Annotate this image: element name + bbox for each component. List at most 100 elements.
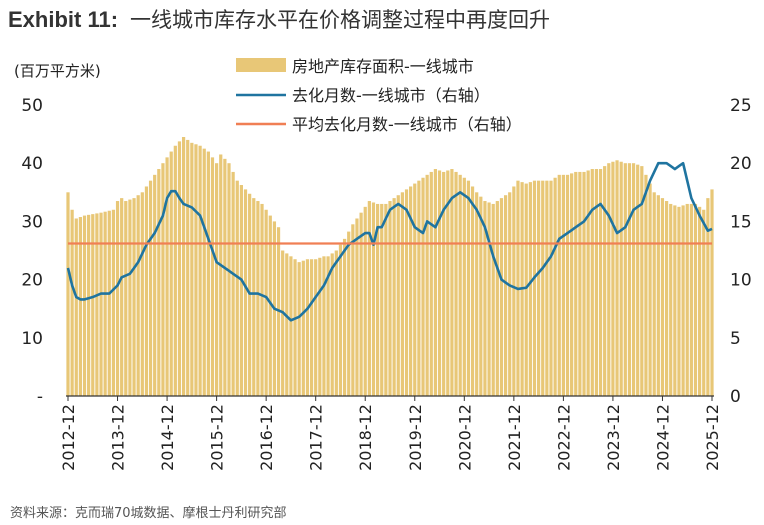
- inventory-bar: [198, 145, 202, 396]
- inventory-bar: [656, 195, 660, 396]
- inventory-bar: [301, 260, 305, 396]
- inventory-bar: [268, 215, 272, 396]
- inventory-bar: [508, 192, 512, 396]
- x-tick-label: 2016-12: [257, 404, 276, 471]
- inventory-bar: [565, 174, 570, 396]
- inventory-bar: [252, 198, 256, 396]
- inventory-bar: [227, 163, 231, 396]
- inventory-bar: [582, 171, 586, 396]
- inventory-bar: [281, 250, 285, 396]
- inventory-bar: [615, 160, 619, 396]
- x-tick-label: 2023-12: [604, 404, 623, 471]
- inventory-bar: [190, 142, 194, 396]
- inventory-bar: [355, 218, 359, 396]
- inventory-bar: [454, 171, 458, 396]
- inventory-bar: [128, 199, 132, 396]
- inventory-bar: [363, 206, 367, 396]
- inventory-bar: [710, 189, 714, 396]
- inventory-bar: [66, 192, 70, 396]
- inventory-bar: [206, 151, 210, 396]
- inventory-bar: [446, 170, 450, 396]
- inventory-bar: [475, 192, 479, 396]
- inventory-bar: [376, 203, 380, 396]
- x-tick-label: 2019-12: [406, 404, 425, 471]
- inventory-bar: [561, 174, 565, 396]
- right-tick-label: 20: [730, 154, 752, 174]
- inventory-bar: [289, 256, 293, 396]
- inventory-bar: [82, 215, 87, 396]
- inventory-bar: [607, 163, 611, 396]
- inventory-bar: [499, 198, 504, 396]
- inventory-bar: [111, 209, 116, 396]
- inventory-bar: [409, 186, 413, 396]
- inventory-bar: [470, 186, 475, 396]
- inventory-bar: [636, 164, 640, 396]
- inventory-bar: [689, 203, 693, 396]
- chart-canvas: - 10 20 30 40 50 0 5 10 15 20 25 (百万平方米) 2012-12 2013-…: [14, 57, 752, 471]
- inventory-bar: [165, 157, 169, 396]
- inventory-bar: [239, 185, 243, 396]
- legend-swatch-bar: [236, 58, 286, 72]
- inventory-bar: [140, 192, 144, 396]
- title-text: 一线城市库存水平在价格调整过程中再度回升: [130, 8, 551, 32]
- inventory-bar: [598, 169, 603, 396]
- chart-title: Exhibit 11: 一线城市库存水平在价格调整过程中再度回升: [8, 4, 550, 38]
- inventory-bar: [681, 205, 685, 396]
- inventory-bar: [433, 169, 438, 396]
- inventory-bar: [541, 180, 545, 396]
- legend-label: 房地产库存面积-一线城市: [292, 57, 474, 76]
- inventory-bar: [631, 163, 636, 396]
- inventory-bar: [664, 201, 669, 396]
- inventory-bar: [495, 201, 499, 396]
- inventory-bar: [314, 259, 318, 396]
- inventory-bar: [215, 163, 219, 396]
- inventory-bar: [702, 209, 706, 396]
- inventory-bar: [466, 180, 471, 396]
- inventory-bar: [359, 212, 363, 396]
- inventory-bars: [66, 137, 714, 397]
- inventory-bar: [342, 238, 347, 396]
- inventory-bar: [557, 174, 561, 396]
- inventory-bar: [396, 195, 400, 396]
- inventory-bar: [512, 186, 516, 396]
- inventory-bar: [219, 154, 223, 396]
- inventory-bar: [210, 157, 215, 396]
- inventory-bar: [693, 203, 698, 396]
- inventory-bar: [330, 253, 334, 396]
- inventory-bar: [243, 189, 248, 396]
- inventory-bar: [293, 259, 297, 396]
- inventory-bar: [157, 169, 161, 396]
- inventory-bar: [421, 177, 425, 396]
- inventory-bar: [124, 201, 128, 396]
- inventory-bar: [417, 180, 421, 396]
- right-tick-label: 15: [730, 212, 752, 232]
- inventory-bar: [91, 214, 95, 397]
- x-tick-label: 2025-12: [703, 404, 722, 471]
- inventory-bar: [458, 174, 462, 396]
- inventory-bar: [652, 192, 656, 396]
- inventory-bar: [619, 161, 623, 396]
- inventory-bar: [503, 195, 508, 396]
- x-tick-label: 2022-12: [554, 404, 573, 471]
- inventory-bar: [161, 163, 165, 396]
- inventory-bar: [202, 148, 206, 396]
- inventory-bar: [70, 209, 74, 396]
- inventory-bar: [326, 256, 330, 396]
- inventory-bar: [623, 163, 627, 396]
- inventory-bar: [120, 198, 124, 396]
- inventory-bar: [442, 171, 446, 396]
- inventory-bar: [186, 139, 190, 397]
- x-tick-label: 2014-12: [158, 404, 177, 471]
- inventory-bar: [87, 214, 91, 396]
- inventory-bar: [537, 180, 541, 396]
- inventory-bar: [153, 174, 157, 396]
- inventory-bar: [483, 201, 487, 396]
- inventory-bar: [524, 183, 528, 396]
- inventory-bar: [450, 169, 454, 396]
- inventory-bar: [611, 161, 615, 396]
- inventory-bar: [586, 170, 590, 396]
- inventory-bar: [318, 257, 322, 396]
- inventory-bar: [95, 213, 99, 396]
- right-tick-label: 5: [730, 329, 741, 349]
- inventory-bar: [144, 186, 149, 396]
